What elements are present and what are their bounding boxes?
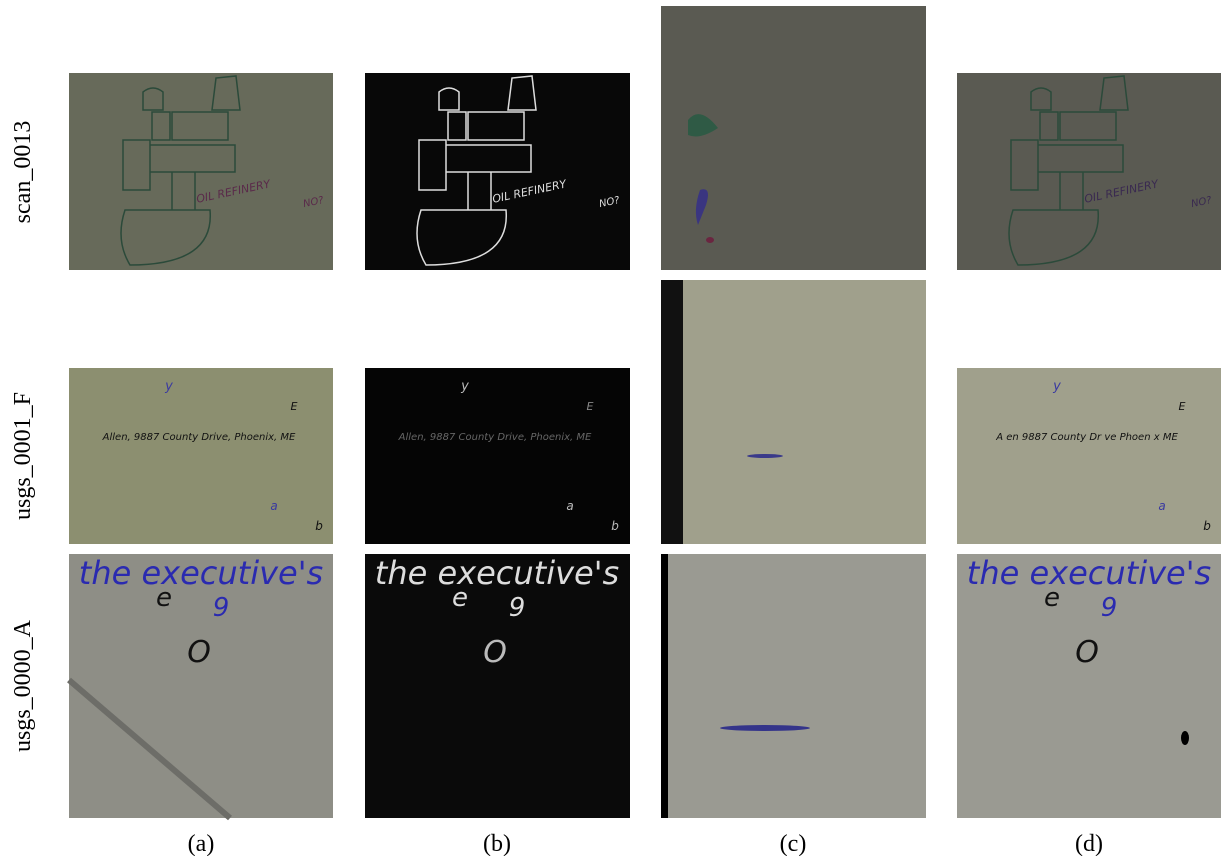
- handwritten-text: O: [1075, 635, 1099, 670]
- image: [365, 368, 630, 544]
- column-label: (c): [780, 831, 807, 856]
- border-artifact: [661, 554, 668, 818]
- handwritten-text: E: [587, 400, 594, 413]
- blob: [747, 454, 783, 458]
- image: [365, 554, 630, 818]
- handwritten-text: a: [270, 499, 277, 513]
- image: [661, 554, 926, 818]
- handwritten-text: the executive's: [967, 554, 1211, 592]
- handwritten-text: y: [164, 379, 173, 394]
- handwritten-text: 9: [1101, 593, 1118, 623]
- handwritten-text: 9: [213, 593, 230, 623]
- handwritten-text: b: [611, 519, 619, 533]
- handwritten-text: e: [156, 583, 172, 613]
- border-artifact: [661, 280, 683, 544]
- handwritten-text: the executive's: [79, 554, 323, 592]
- handwritten-text: O: [187, 635, 211, 670]
- image: [69, 368, 333, 544]
- handwritten-text: the executive's: [375, 554, 619, 592]
- image: [957, 368, 1221, 544]
- column-label: (b): [483, 831, 511, 856]
- handwritten-text: Allen, 9887 County Drive, Phoenix, ME: [398, 432, 592, 443]
- column-label: (a): [188, 831, 215, 856]
- handwritten-text: A en 9887 County Dr ve Phoen x ME: [995, 432, 1178, 443]
- image: [957, 554, 1221, 818]
- handwritten-text: E: [291, 400, 298, 413]
- blob: [706, 237, 714, 243]
- blob: [1181, 731, 1189, 745]
- handwritten-text: e: [1044, 583, 1060, 613]
- figure: scan_0013 usgs_0001_F usgs_0000_A (a) (b) (c)…: [0, 0, 1221, 856]
- handwritten-text: O: [483, 635, 507, 670]
- row-label: usgs_0001_F: [10, 392, 36, 520]
- handwritten-text: Allen, 9887 County Drive, Phoenix, ME: [102, 432, 296, 443]
- handwritten-text: y: [1052, 379, 1061, 394]
- handwritten-text: a: [1158, 499, 1165, 513]
- handwritten-text: b: [315, 519, 323, 533]
- row-label: scan_0013: [10, 121, 36, 224]
- handwritten-text: a: [566, 499, 573, 513]
- handwritten-text: E: [1179, 400, 1186, 413]
- handwritten-text: e: [452, 583, 468, 613]
- handwritten-text: y: [460, 379, 469, 394]
- image: [661, 280, 926, 544]
- column-label: (d): [1075, 831, 1103, 856]
- handwritten-text: 9: [509, 593, 526, 623]
- image: [69, 554, 333, 818]
- handwritten-text: b: [1203, 519, 1211, 533]
- row-label: usgs_0000_A: [10, 619, 36, 752]
- image: [661, 6, 926, 270]
- blob: [720, 725, 810, 731]
